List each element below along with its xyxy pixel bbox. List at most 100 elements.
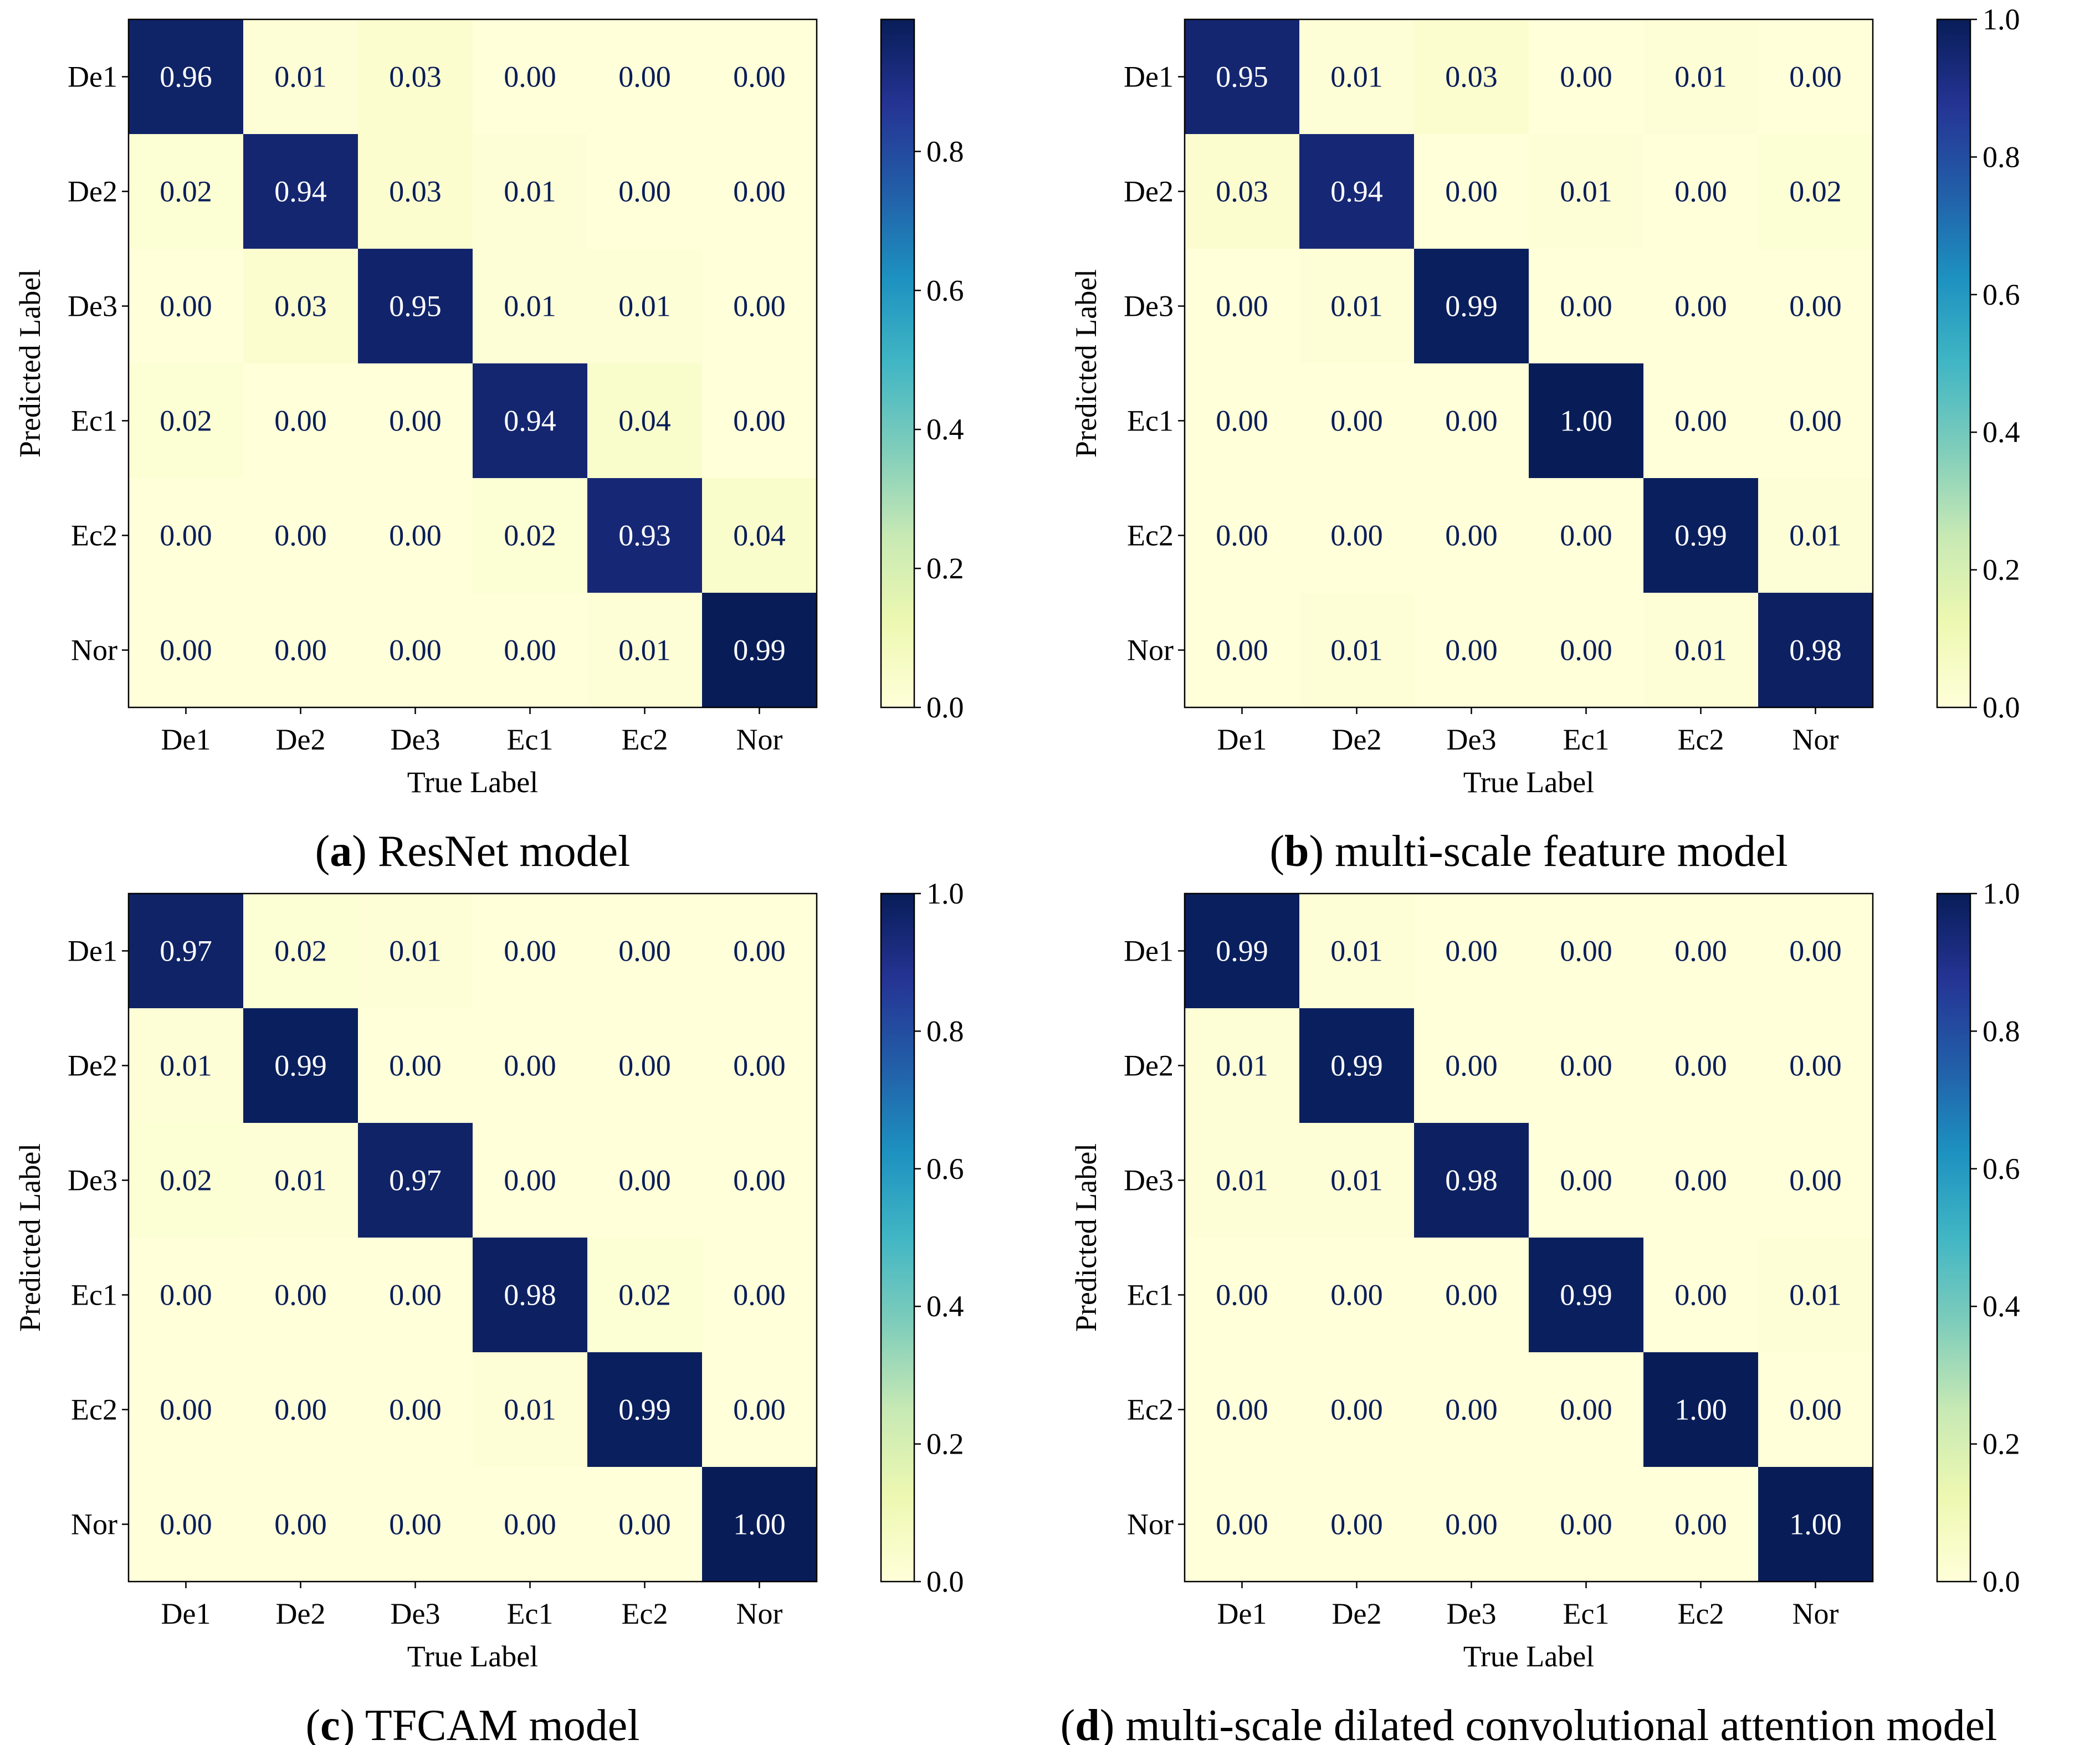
y-axis-label: Predicted Label — [1069, 269, 1103, 458]
cell-value-label: 0.03 — [1216, 175, 1268, 208]
cell-value-label: 0.99 — [618, 1393, 671, 1426]
matrix-cell — [1414, 593, 1529, 708]
x-tick-label: Ec2 — [1678, 1597, 1724, 1630]
colorbar-frame — [880, 892, 915, 1583]
cell-value-label: 0.98 — [1445, 1164, 1498, 1197]
cell-value-label: 0.02 — [618, 1279, 671, 1312]
colorbar-tick-label: 0.8 — [926, 135, 964, 168]
subfigure-caption: (b) multi-scale feature model — [1269, 827, 1787, 876]
cell-value-label: 0.00 — [618, 1164, 671, 1197]
y-axis-label: Predicted Label — [1069, 1143, 1103, 1332]
matrix-cell — [1758, 1352, 1873, 1467]
matrix-cell — [1414, 478, 1529, 593]
confusion-matrix-panel-b: 0.95 0.01 0.03 0.00 0.01 0.000.03 0.94 0.00 0.01… — [1069, 3, 2020, 876]
matrix-cell — [358, 894, 473, 1009]
y-tick-label: Ec2 — [71, 519, 117, 552]
confusion-matrix-panel-a: 0.96 0.01 0.03 0.00 0.00 0.00 0.02 0.94 0.03 0.01… — [13, 18, 964, 876]
x-tick-label: Ec2 — [622, 1597, 668, 1630]
matrix-cell — [587, 363, 703, 479]
matrix-cell — [1643, 1467, 1759, 1582]
matrix-cell — [1414, 894, 1529, 1009]
y-tick-label: De2 — [1124, 1049, 1174, 1082]
cell-value-label: 0.02 — [160, 1164, 212, 1197]
matrix-cell — [129, 1352, 244, 1467]
matrix-cell — [587, 1238, 703, 1353]
cell-value-label: 0.99 — [1674, 519, 1727, 552]
colorbar-tick-label: 0.8 — [926, 1014, 964, 1048]
colorbar-gradient — [1937, 894, 1970, 1582]
x-tick-label: Ec1 — [1563, 1597, 1610, 1630]
cell-value-label: 0.00 — [1216, 1508, 1268, 1541]
cell-value-label: 0.02 — [504, 519, 556, 552]
subfigure-caption: (d) multi-scale dilated convolutional at… — [1061, 1701, 1997, 1745]
matrix-cell — [129, 1467, 244, 1582]
matrix-cell — [243, 249, 358, 364]
colorbar-tick-label: 0.6 — [1983, 1152, 2020, 1185]
matrix-cell — [1414, 19, 1529, 135]
cell-value-label: 0.00 — [1789, 404, 1842, 438]
matrix-cell — [129, 1123, 244, 1238]
caption-letter: a — [330, 827, 352, 876]
cell-value-label: 0.97 — [389, 1164, 442, 1197]
cell-value-label: 0.98 — [504, 1279, 556, 1312]
cell-value-label: 0.00 — [1445, 1279, 1498, 1312]
matrix-cell — [587, 1352, 703, 1467]
y-tick-label: De1 — [1124, 935, 1174, 968]
cell-value-label: 0.00 — [160, 1508, 212, 1541]
colorbar-tick-label: 0.6 — [926, 1152, 964, 1185]
cell-value-label: 0.02 — [160, 404, 212, 438]
y-tick-label: De1 — [68, 60, 117, 94]
cell-value-label: 0.00 — [618, 1049, 671, 1082]
y-tick-label: De2 — [1124, 175, 1174, 208]
cell-value-label: 0.00 — [1445, 404, 1498, 438]
matrix-cell — [1643, 478, 1759, 593]
matrix-cell — [243, 363, 358, 479]
matrix-cell — [1643, 19, 1759, 135]
matrix-cell — [1299, 478, 1415, 593]
matrix-cell — [473, 363, 588, 479]
matrix-frame — [1184, 892, 1874, 1583]
matrix-cell — [1185, 1008, 1300, 1123]
y-tick-label: Nor — [1127, 1508, 1174, 1541]
matrix-cell — [243, 894, 358, 1009]
cell-value-label: 0.00 — [1560, 1393, 1612, 1426]
matrix-cell — [473, 593, 588, 708]
cell-value-label: 0.00 — [1330, 1393, 1383, 1426]
y-tick-label: De1 — [1124, 60, 1174, 94]
colorbar-frame — [1936, 892, 1971, 1583]
cell-value-label: 0.00 — [1445, 634, 1498, 667]
cell-value-label: 0.94 — [274, 175, 327, 208]
x-tick-label: De3 — [391, 1597, 441, 1630]
cell-value-label: 0.00 — [1445, 1393, 1498, 1426]
x-tick-label: Ec1 — [507, 1597, 554, 1630]
y-tick-label: Nor — [71, 1508, 117, 1541]
cell-value-label: 0.00 — [1330, 404, 1383, 438]
matrix-cell — [587, 249, 703, 364]
cell-value-label: 0.00 — [1445, 175, 1498, 208]
cell-value-label: 0.01 — [1789, 519, 1842, 552]
cell-value-label: 0.01 — [1330, 290, 1383, 323]
cell-value-label: 0.00 — [504, 1164, 556, 1197]
matrix-cell — [473, 1352, 588, 1467]
cell-value-label: 0.01 — [1789, 1279, 1842, 1312]
cell-value-label: 0.00 — [389, 404, 442, 438]
cell-value-label: 0.03 — [1445, 60, 1498, 94]
cell-value-label: 0.02 — [1789, 175, 1842, 208]
cell-value-label: 0.00 — [1789, 60, 1842, 94]
cell-value-label: 0.00 — [1674, 175, 1727, 208]
cell-value-label: 0.01 — [1330, 1164, 1383, 1197]
cell-value-label: 0.00 — [1674, 1164, 1727, 1197]
cell-value-label: 0.00 — [389, 634, 442, 667]
matrix-cell — [1299, 249, 1415, 364]
matrix-cell — [1299, 1352, 1415, 1467]
cell-value-label: 0.01 — [1216, 1049, 1268, 1082]
cell-value-label: 0.00 — [504, 1049, 556, 1082]
matrix-cell — [243, 19, 358, 135]
matrix-cell — [702, 249, 817, 364]
y-tick-label: Ec1 — [71, 1279, 117, 1312]
matrix-cell — [1185, 1467, 1300, 1582]
cell-value-label: 0.00 — [1674, 1279, 1727, 1312]
cell-value-label: 1.00 — [1789, 1508, 1842, 1541]
cell-value-label: 0.01 — [618, 290, 671, 323]
